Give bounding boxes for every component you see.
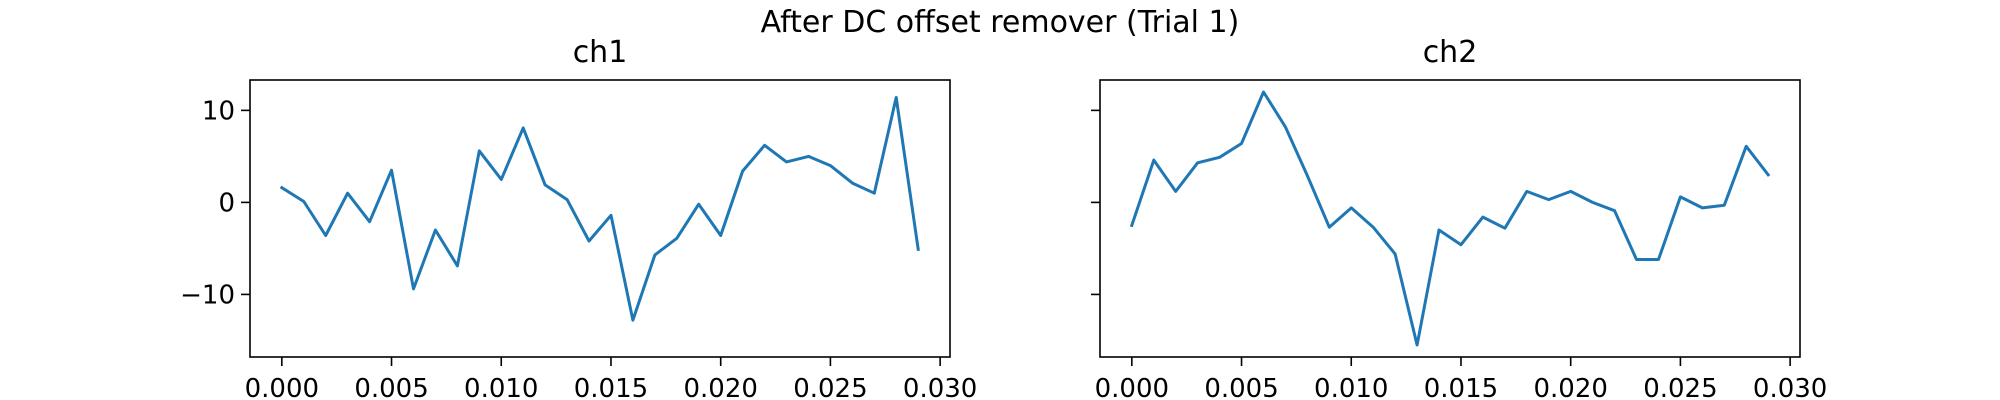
y-ticks-ch1: 10 0 −10 — [180, 96, 250, 310]
plot-frame-ch2 — [1099, 79, 1801, 358]
x-tick-label: 0.025 — [793, 374, 867, 400]
x-tick-label: 0.015 — [1424, 374, 1498, 400]
series-line — [1129, 90, 1771, 347]
x-ticks-ch1: 0.000 0.005 0.010 0.015 0.020 0.025 0.030 — [245, 357, 977, 400]
x-tick-label: 0.010 — [1314, 374, 1388, 400]
series-line — [279, 96, 920, 322]
chart-title-ch1: ch1 — [573, 35, 628, 70]
x-tick-label: 0.015 — [574, 374, 648, 400]
series-ch1 — [279, 96, 920, 322]
x-tick-label: 0.005 — [354, 374, 428, 400]
plot-frame-ch1 — [249, 79, 951, 358]
y-tick-label: 0 — [218, 188, 235, 218]
x-ticks-ch2: 0.000 0.005 0.010 0.015 0.020 0.025 0.030 — [1095, 357, 1827, 400]
y-tick-label: 10 — [202, 96, 235, 126]
x-tick-label: 0.005 — [1204, 374, 1278, 400]
x-tick-label: 0.000 — [245, 374, 319, 400]
series-ch2 — [1129, 90, 1771, 347]
x-tick-label: 0.025 — [1643, 374, 1717, 400]
chart-ch1: ch1 10 0 −10 0.000 0.005 0.010 0.015 0.020 0.02… — [180, 35, 977, 400]
x-tick-label: 0.030 — [903, 374, 977, 400]
chart-title-ch2: ch2 — [1423, 35, 1478, 70]
x-tick-label: 0.030 — [1753, 374, 1827, 400]
figure-title: After DC offset remover (Trial 1) — [761, 5, 1240, 40]
x-tick-label: 0.010 — [464, 374, 538, 400]
y-ticks-ch2 — [1091, 109, 1100, 296]
y-tick-label: −10 — [180, 280, 235, 310]
x-tick-label: 0.020 — [1533, 374, 1607, 400]
chart-ch2: ch2 0.000 0.005 0.010 0.015 0.020 0.025 0.030 — [1091, 35, 1827, 400]
x-tick-label: 0.000 — [1095, 374, 1169, 400]
x-tick-label: 0.020 — [683, 374, 757, 400]
